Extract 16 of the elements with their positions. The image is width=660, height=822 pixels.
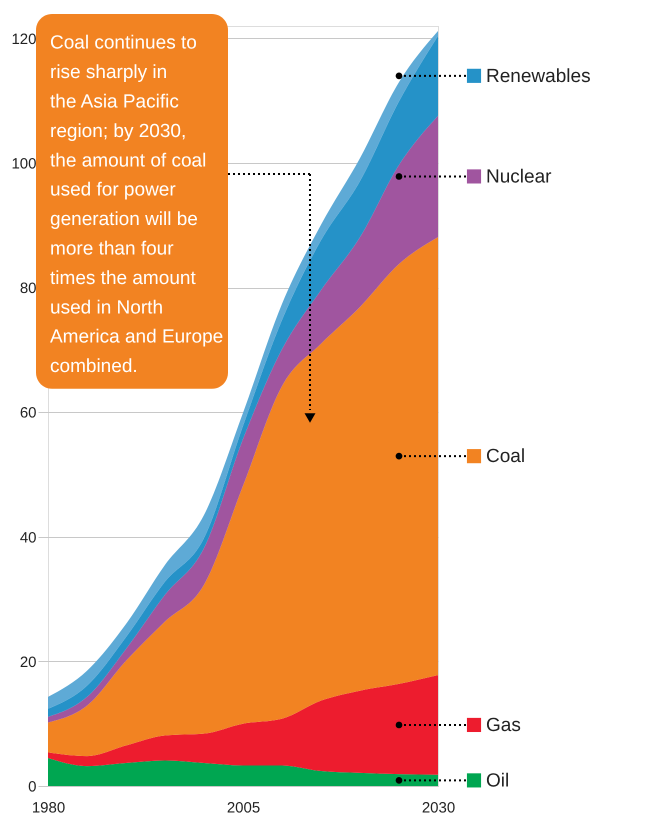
y-tick-label: 60 xyxy=(20,404,36,422)
y-tick-label: 0 xyxy=(28,778,36,796)
y-tick-label: 100 xyxy=(11,156,36,173)
legend-label: Nuclear xyxy=(486,166,552,188)
legend-label: Oil xyxy=(486,770,510,792)
x-tick-label: 2030 xyxy=(422,800,456,816)
legend-label: Coal xyxy=(486,446,526,468)
text: Coal continues to rise sharply in the Asia Pacific region; by 2030, the amount of coal used for power generation will be more than four times the amount used in North America and Europe combined. xyxy=(50,32,224,378)
legend-label: Renewables xyxy=(486,66,591,87)
y-tick-label: 20 xyxy=(20,654,36,671)
legend-label: Gas xyxy=(486,714,521,736)
x-tick-label: 1980 xyxy=(32,800,66,816)
x-tick-label: 2005 xyxy=(226,800,260,816)
y-tick-label: 80 xyxy=(20,280,36,298)
y-tick-label: 120 xyxy=(11,30,36,48)
y-tick-label: 40 xyxy=(20,529,36,546)
